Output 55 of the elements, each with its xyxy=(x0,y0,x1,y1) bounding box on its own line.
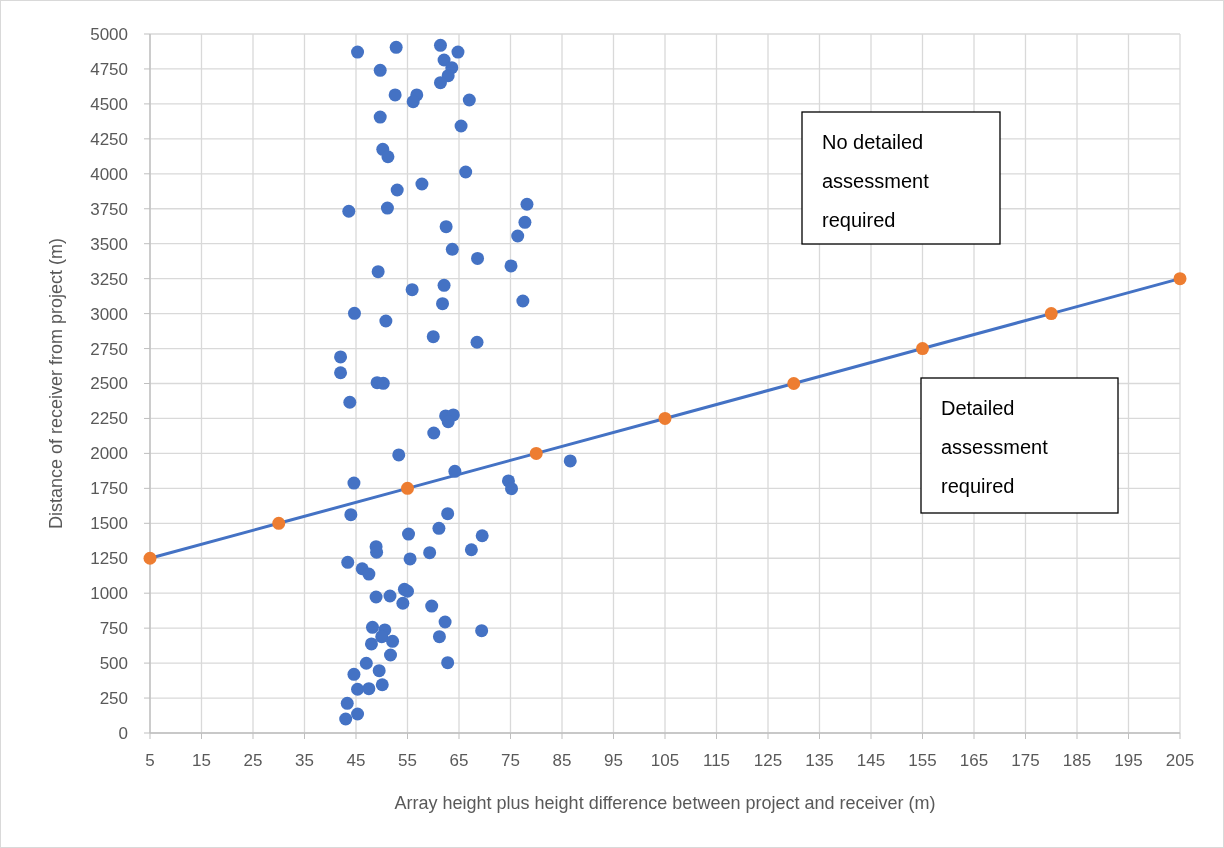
x-tick-label: 15 xyxy=(192,751,211,770)
y-tick-label: 0 xyxy=(118,723,128,743)
x-tick-label: 165 xyxy=(959,751,989,770)
y-tick-label: 250 xyxy=(99,689,128,708)
x-tick-label: 95 xyxy=(604,751,623,770)
y-tick-label: 3250 xyxy=(90,269,128,289)
y-tick-label: 3750 xyxy=(90,199,128,219)
x-tick-label: 55 xyxy=(398,751,417,770)
x-tick-label: 185 xyxy=(1062,751,1092,770)
y-tick-label: 1250 xyxy=(90,549,128,569)
x-tick-label: 125 xyxy=(753,751,783,770)
y-tick-label: 3500 xyxy=(90,234,128,254)
annotation: Detailed assessment required xyxy=(941,397,1049,497)
point xyxy=(272,516,286,530)
y-tick-label: 750 xyxy=(99,619,128,639)
point xyxy=(658,411,672,425)
y-tick-label: 1750 xyxy=(90,479,128,499)
y-tick-label: 4000 xyxy=(90,164,128,184)
x-axis-title: Array height plus height difference between project and receiver (m) xyxy=(394,793,936,813)
x-tick-label: 175 xyxy=(1011,751,1040,770)
y-tick-label: 1500 xyxy=(90,514,128,534)
y-tick-label: 4500 xyxy=(90,94,128,114)
y-tick-label: 2000 xyxy=(90,444,128,464)
y-tick-label: 1000 xyxy=(90,584,128,604)
y-tick-label: 2750 xyxy=(90,339,128,359)
x-tick-label: 85 xyxy=(552,751,572,770)
point xyxy=(787,377,801,390)
point xyxy=(143,551,157,565)
x-tick-label: 115 xyxy=(702,751,731,770)
x-tick-label: 25 xyxy=(243,751,263,770)
point xyxy=(401,481,414,495)
point xyxy=(1044,307,1058,321)
x-tick-label: 205 xyxy=(1165,751,1195,770)
x-tick-label: 35 xyxy=(295,751,314,770)
y-tick-label: 3000 xyxy=(90,304,128,324)
y-tick-label: 2500 xyxy=(90,374,128,394)
x-tick-label: 195 xyxy=(1114,751,1143,770)
y-tick-label: 2250 xyxy=(90,409,128,429)
point xyxy=(1173,272,1187,286)
x-tick-label: 5 xyxy=(145,751,155,770)
point xyxy=(529,446,543,460)
y-tick-label: 4750 xyxy=(90,59,128,79)
x-tick-label: 145 xyxy=(856,751,886,770)
y-axis-title: Distance of receiver from project (m) xyxy=(46,237,66,530)
x-tick-label: 105 xyxy=(650,751,680,770)
y-tick-label: 4250 xyxy=(90,129,128,149)
y-tick-label: 500 xyxy=(99,654,128,674)
x-tick-label: 65 xyxy=(449,751,469,770)
x-tick-label: 45 xyxy=(346,751,366,770)
x-tick-label: 155 xyxy=(908,751,937,770)
x-tick-label: 135 xyxy=(805,751,834,770)
x-tick-label: 75 xyxy=(501,751,520,770)
annotation: No detailed assessment required xyxy=(822,131,930,231)
y-tick-label: 5000 xyxy=(90,24,128,44)
point xyxy=(916,342,929,356)
